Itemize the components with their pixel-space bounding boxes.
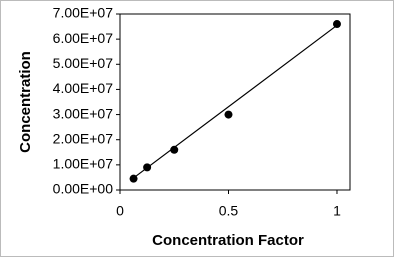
x-axis-title: Concentration Factor [152,232,304,249]
x-tick-label: 0.5 [219,203,239,219]
y-tick-label: 2.00E+07 [53,130,114,146]
y-tick-label: 5.00E+07 [53,55,114,71]
data-point [143,163,152,172]
data-point [129,174,138,183]
x-tick-label: 1 [333,203,341,219]
y-axis-title: Concentration [17,51,34,153]
y-tick-label: 4.00E+07 [53,80,114,96]
data-point [224,110,233,119]
y-tick-label: 0.00E+00 [53,181,114,197]
y-tick-label: 1.00E+07 [53,156,114,172]
data-point [170,145,179,154]
data-point [332,20,341,29]
x-tick-label: 0 [116,203,124,219]
trendline [133,24,338,179]
y-tick-label: 3.00E+07 [53,105,114,121]
plot-area [119,13,351,191]
y-tick-label: 6.00E+07 [53,30,114,46]
y-tick-label: 7.00E+07 [53,5,114,21]
